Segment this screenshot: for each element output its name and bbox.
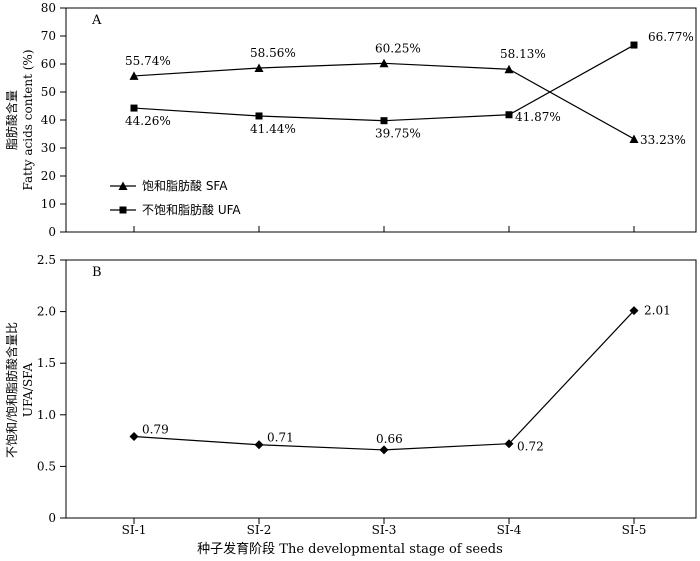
ratio-data-label-3: 0.72: [517, 440, 544, 454]
ufa-data-label-4: 66.77%: [648, 30, 694, 44]
legend: 饱和脂肪酸 SFA 不饱和脂肪酸 UFA: [110, 178, 241, 217]
ratio-series-point-1: [254, 440, 264, 450]
panel-b-ylabel-cn: 不饱和/饱和脂肪酸含量比: [4, 322, 19, 458]
panel-a-ytick-label-5: 50: [41, 85, 56, 99]
ratio-series-point-0: [129, 431, 139, 441]
x-tick-label-1: SI-2: [247, 523, 272, 537]
sfa-series-point-0: [129, 71, 139, 80]
ufa-data-label-1: 41.44%: [250, 122, 296, 136]
panel-a-ylabel-cn: 脂肪酸含量: [4, 90, 19, 150]
panel-b-ytick-label-4: 2.0: [37, 305, 56, 319]
ufa-data-label-3: 41.87%: [515, 110, 561, 124]
panel-a-series: [129, 41, 639, 143]
panel-a-ytick-label-7: 70: [41, 29, 56, 43]
panel-a-ytick-label-8: 80: [41, 1, 56, 15]
x-tick-label-2: SI-3: [372, 523, 397, 537]
ratio-data-label-4: 2.01: [644, 304, 671, 318]
x-tick-label-0: SI-1: [122, 523, 147, 537]
sfa-series-point-1: [254, 63, 264, 73]
ufa-series-point-1: [255, 112, 263, 120]
panel-b-plot-area: [65, 259, 697, 519]
ratio-series-point-3: [504, 439, 514, 449]
panel-a-ytick-label-6: 60: [41, 57, 56, 71]
ratio-data-label-1: 0.71: [267, 431, 294, 445]
panel-a-ytick-label-0: 0: [48, 225, 56, 239]
sfa-series-point-2: [379, 58, 389, 68]
legend-sfa-label: 饱和脂肪酸 SFA: [142, 178, 228, 193]
sfa-series-point-3: [504, 64, 514, 74]
panel-a-ytick-label-2: 20: [41, 169, 56, 183]
ratio-data-label-2: 0.66: [376, 432, 403, 446]
ufa-series-point-0: [130, 104, 138, 112]
sfa-data-label-1: 58.56%: [250, 46, 296, 60]
panel-a-data-labels: 55.74% 58.56% 60.25% 58.13% 33.23% 44.26% 41.4…: [125, 30, 694, 147]
panel-b-ytick-label-0: 0: [48, 511, 56, 525]
sfa-series-point-4: [629, 134, 639, 143]
panel-b-series: [129, 306, 639, 455]
ufa-series-point-4: [630, 41, 638, 49]
ufa-data-label-0: 44.26%: [125, 114, 171, 128]
sfa-data-label-0: 55.74%: [125, 54, 171, 68]
x-tick-label-4: SI-5: [622, 523, 647, 537]
panel-a-ytick-label-1: 10: [41, 197, 56, 211]
x-tick-label-3: SI-4: [497, 523, 522, 537]
panel-a-ytick-label-3: 30: [41, 141, 56, 155]
panel-b: B 00.51.01.52.02.5 SI-1 SI-2 SI-3 SI-4 SI-5 …: [4, 253, 697, 557]
ufa-series-point-3: [505, 111, 513, 119]
panel-b-ytick-label-3: 1.5: [37, 356, 56, 370]
sfa-data-label-3: 58.13%: [500, 47, 546, 61]
panel-a-ytick-label-4: 40: [41, 113, 56, 127]
panel-b-y-axis: 0 0.5 1.0 1.5 2.0 2.5: [37, 253, 66, 525]
ratio-series-point-2: [379, 445, 389, 455]
panel-a-x-axis-ticks: [133, 226, 635, 232]
panel-b-data-labels: 0.79 0.71 0.66 0.72 2.01: [142, 304, 671, 454]
legend-sfa-triangle-marker: [118, 181, 128, 190]
panel-b-x-axis: SI-1 SI-2 SI-3 SI-4 SI-5: [122, 518, 647, 537]
legend-ufa-square-marker: [119, 206, 127, 214]
x-axis-title: 种子发育阶段 The developmental stage of seeds: [197, 541, 503, 557]
sfa-data-label-2: 60.25%: [375, 41, 421, 55]
legend-ufa-label: 不饱和脂肪酸 UFA: [142, 202, 241, 217]
panel-b-label: B: [92, 265, 102, 280]
panel-b-ytick-label-1: 0.5: [37, 459, 56, 473]
ufa-series-point-2: [380, 117, 388, 125]
panel-a-label: A: [91, 13, 102, 28]
panel-b-ylabel-en: UFA/SFA: [21, 363, 35, 418]
ratio-data-label-0: 0.79: [142, 422, 169, 436]
ufa-data-label-2: 39.75%: [375, 127, 421, 141]
panel-a-y-axis: 0 10 20 30 40 50 60 70 80: [41, 1, 66, 239]
panel-b-ytick-label-5: 2.5: [37, 253, 56, 267]
panel-a: A 0 10 20 30 40 50 60 70 80 脂肪酸含量 Fatty acids co…: [4, 1, 697, 239]
panel-a-ylabel-en: Fatty acids content (%): [21, 50, 35, 191]
panel-b-ytick-label-2: 1.0: [37, 408, 56, 422]
ratio-series-point-4: [629, 306, 639, 316]
sfa-data-label-4: 33.23%: [640, 133, 686, 147]
